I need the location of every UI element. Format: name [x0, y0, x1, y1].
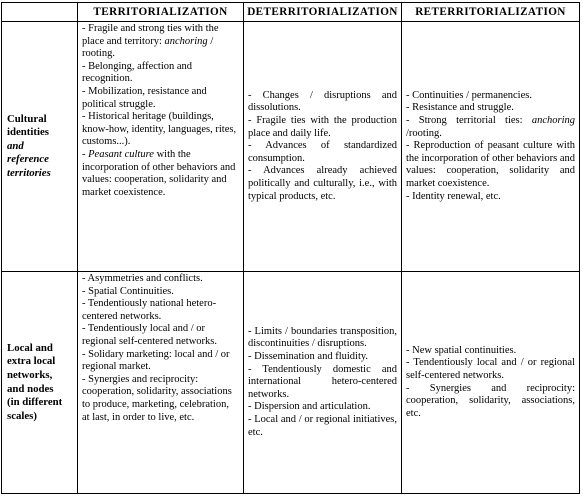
table-row: Local and extra local networks, and node… [1, 271, 580, 494]
list-item: - Tendentiously local and / or regional … [82, 323, 217, 347]
row-label-line: Local and [7, 341, 53, 354]
list-item: - Tendentiously national hetero-centered… [82, 298, 217, 322]
row-label-line: reference [7, 153, 49, 166]
list-item: - New spatial continuities. [406, 344, 517, 356]
row-label-line: territories [7, 166, 51, 179]
header-deterritorialization: DETERRITORIALIZATION [243, 2, 402, 22]
header-corner [1, 2, 78, 22]
list-item: - Strong territorial ties: anchoring /ro… [406, 115, 575, 139]
row-label-line: extra local [7, 355, 56, 368]
row-label-line: (in different [7, 396, 63, 409]
list-item: - Tendentiously domestic and internation… [248, 363, 397, 400]
list-item: - Reproduction of peasant culture with t… [406, 140, 575, 189]
cell-territorialization-networks: - Asymmetries and conflicts. - Spatial C… [77, 271, 244, 494]
list-item: - Solidary marketing: local and / or reg… [82, 348, 230, 373]
list-item: - Tendentiously local and / or regional … [406, 357, 575, 381]
list-item: - Advances already achieved politically … [248, 165, 397, 202]
cell-territorialization-cultural: - Fragile and strong ties with the place… [77, 21, 244, 272]
list-item: - Identity renewal, etc. [406, 190, 501, 202]
row-label-line: and [7, 139, 24, 152]
list-item: - Synergies and reciprocity: cooperation… [82, 373, 232, 423]
table-row: Cultural identities and reference territ… [1, 21, 580, 272]
list-item: - Local and / or regional initiatives, e… [248, 413, 397, 438]
list-item: - Resistance and struggle. [406, 102, 514, 114]
list-item: - Historical heritage (buildings, know-h… [82, 111, 237, 148]
header-reterritorialization: RETERRITORIALIZATION [401, 2, 580, 22]
list-item: - Advances of standardized consumption. [248, 140, 397, 164]
header-territorialization: TERRITORIALIZATION [77, 2, 244, 22]
list-item: - Dissemination and fluidity. [248, 351, 369, 363]
cell-deterritorialization-networks: - Limits / boundaries transposition, dis… [243, 271, 402, 494]
list-item: - Fragile ties with the production place… [248, 115, 397, 139]
row-label-cultural-identities: Cultural identities and reference territ… [1, 21, 78, 272]
list-item: - Changes / disruptions and dissolutions… [248, 89, 397, 114]
list-item: - Spatial Continuities. [82, 285, 174, 297]
header-row: TERRITORIALIZATION DETERRITORIALIZATION … [1, 2, 580, 22]
list-item: - Asymmetries and conflicts. [82, 273, 203, 284]
list-item: - Limits / boundaries transposition, dis… [248, 325, 397, 350]
row-label-networks: Local and extra local networks, and node… [1, 271, 78, 494]
list-item: - Continuities / permanencies. [406, 89, 532, 101]
cell-reterritorialization-cultural: - Continuities / permanencies. - Resista… [401, 21, 580, 272]
row-label-line: and nodes [7, 382, 54, 395]
cell-reterritorialization-networks: - New spatial continuities. - Tendentiou… [401, 271, 580, 494]
list-item: - Peasant culture with the incorporation… [82, 148, 236, 198]
row-label-line: Cultural [7, 112, 47, 125]
list-item: - Belonging, affection and recognition. [82, 60, 193, 85]
row-label-line: scales) [7, 409, 37, 422]
list-item: - Mobilization, resistance and political… [82, 85, 207, 110]
row-label-line: identities [7, 126, 49, 139]
cell-deterritorialization-cultural: - Changes / disruptions and dissolutions… [243, 21, 402, 272]
row-label-line: networks, [7, 368, 53, 381]
list-item: - Fragile and strong ties with the place… [82, 23, 219, 60]
list-item: - Synergies and reciprocity: cooperation… [406, 382, 575, 419]
list-item: - Dispersion and articulation. [248, 401, 371, 413]
